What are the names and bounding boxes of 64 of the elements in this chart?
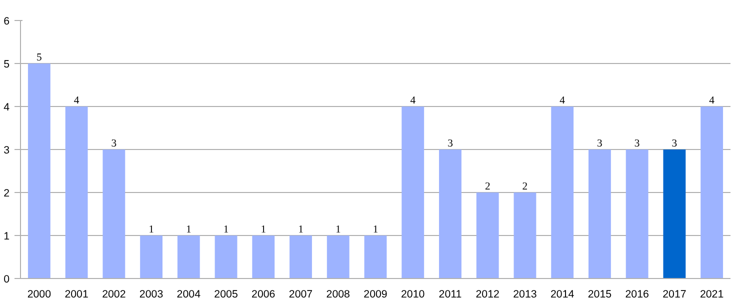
data-label: 2 <box>484 182 490 192</box>
x-tick-label: 2017 <box>662 288 686 300</box>
bar <box>140 236 162 278</box>
x-tick-label: 2013 <box>513 288 537 300</box>
data-label: 4 <box>74 96 80 106</box>
data-label: 3 <box>597 138 602 150</box>
data-label: 4 <box>709 96 716 106</box>
bar <box>626 150 648 278</box>
bar <box>514 192 536 278</box>
bar <box>551 106 574 278</box>
x-tick-label: 2010 <box>401 288 425 300</box>
y-tick-label: 3 <box>4 144 10 156</box>
data-label: 3 <box>634 138 640 150</box>
y-tick-label: 2 <box>4 188 10 200</box>
x-tick-label: 2009 <box>364 288 388 300</box>
y-tick-label: 6 <box>4 16 10 28</box>
bar <box>290 236 312 278</box>
x-tick-label: 2002 <box>102 288 126 300</box>
data-label: 1 <box>372 224 378 236</box>
x-tick-label: 2004 <box>176 288 201 300</box>
bar <box>102 150 126 278</box>
y-tick-label: 4 <box>4 102 10 114</box>
bar <box>700 106 724 278</box>
bar <box>588 150 611 278</box>
bar <box>252 236 275 278</box>
x-tick-label: 2008 <box>326 288 350 300</box>
x-tick-label: 2007 <box>288 288 313 300</box>
bar <box>439 150 462 278</box>
x-tick-label: 2006 <box>252 288 276 300</box>
bar <box>65 106 88 278</box>
data-label: 4 <box>410 96 416 106</box>
data-label: 1 <box>335 224 341 236</box>
data-label: 1 <box>223 224 229 236</box>
bar <box>476 192 499 278</box>
data-label: 1 <box>260 224 266 236</box>
data-label: 4 <box>560 96 566 106</box>
data-label: 3 <box>111 138 117 150</box>
bar <box>28 64 50 278</box>
y-tick-label: 0 <box>4 274 10 286</box>
x-tick-label: 2015 <box>588 288 612 300</box>
data-label: 1 <box>186 224 192 236</box>
bar <box>177 236 200 278</box>
x-tick-label: 2003 <box>139 288 164 300</box>
x-tick-label: 2000 <box>27 288 52 300</box>
data-label: 1 <box>148 224 154 236</box>
x-tick-label: 2021 <box>700 288 724 300</box>
bar <box>364 236 387 278</box>
bar <box>402 106 424 278</box>
bar <box>214 236 238 278</box>
y-tick-label: 1 <box>4 230 10 242</box>
data-label: 2 <box>522 182 528 192</box>
data-label: 5 <box>36 52 42 64</box>
x-tick-label: 2014 <box>550 288 574 300</box>
x-tick-label: 2001 <box>64 288 88 300</box>
data-label: 1 <box>298 224 304 236</box>
x-tick-label: 2011 <box>438 288 462 300</box>
y-tick-label: 5 <box>4 58 10 70</box>
data-label: 3 <box>672 138 678 150</box>
bar <box>326 236 350 278</box>
x-tick-label: 2012 <box>476 288 500 300</box>
data-label: 3 <box>448 138 453 150</box>
bar <box>663 150 686 278</box>
x-tick-label: 2005 <box>214 288 238 300</box>
x-tick-label: 2016 <box>625 288 650 300</box>
